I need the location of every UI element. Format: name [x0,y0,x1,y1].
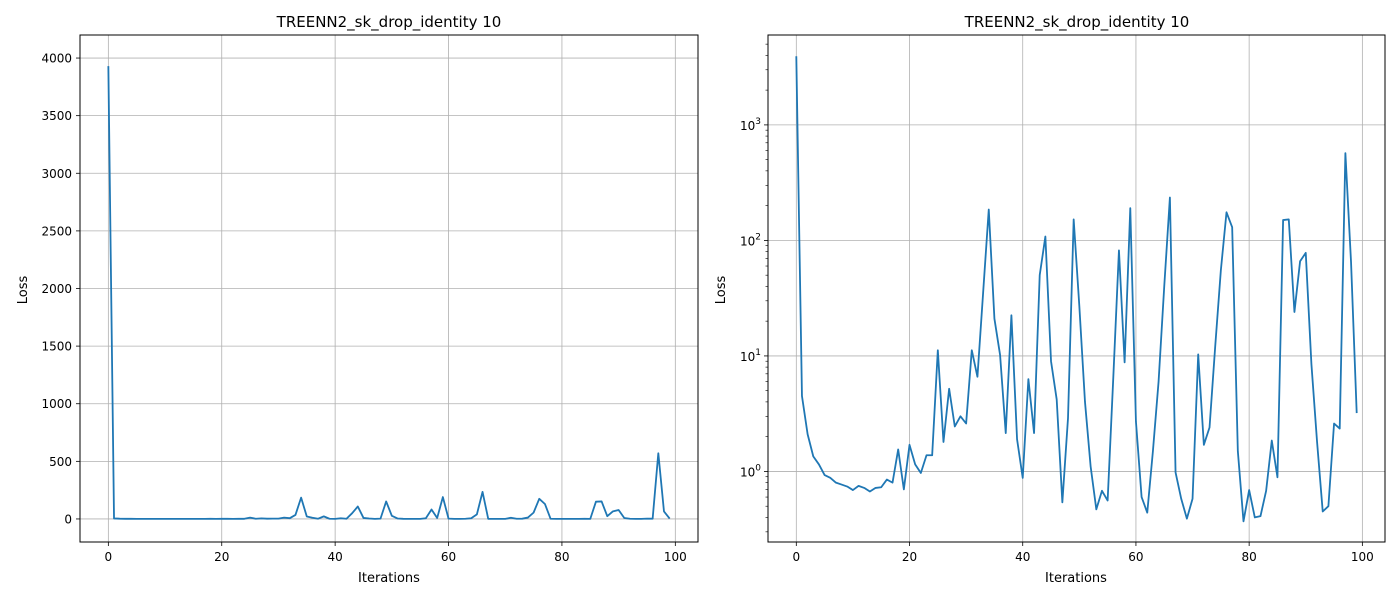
y-tick-label: 103 [740,117,761,133]
y-tick-label: 101 [740,348,761,364]
y-tick-label: 1500 [41,340,72,354]
y-tick-label: 0 [64,512,72,526]
x-tick-label: 0 [105,550,113,564]
y-tick-label: 100 [740,463,761,479]
y-tick-label: 500 [49,455,72,469]
y-tick-label: 3000 [41,167,72,181]
y-axis-label: Loss [16,276,31,305]
x-tick-label: 60 [441,550,456,564]
plot-frame [767,34,1386,543]
linear-loss-chart: TREENN2_sk_drop_identity 10 Iterations L… [16,13,699,586]
loss-series-line [795,56,1358,523]
x-tick-label: 100 [664,550,687,564]
x-tick-label: 40 [327,550,342,564]
y-tick-label: 1000 [41,397,72,411]
y-tick-label: 3500 [41,109,72,123]
x-tick-label: 80 [1242,550,1257,564]
x-axis-label: Iterations [1045,571,1107,586]
chart-title: TREENN2_sk_drop_identity 10 [964,13,1190,32]
y-tick-label: 2500 [41,224,72,238]
y-axis-label: Loss [714,276,729,305]
chart-title: TREENN2_sk_drop_identity 10 [276,13,502,32]
y-tick-label: 4000 [41,52,72,66]
x-tick-label: 40 [1015,550,1030,564]
x-tick-label: 60 [1128,550,1143,564]
x-tick-label: 80 [554,550,569,564]
x-tick-label: 20 [902,550,917,564]
x-axis-label: Iterations [358,571,420,586]
x-tick-label: 20 [214,550,229,564]
log-loss-chart: TREENN2_sk_drop_identity 10 Iterations L… [714,13,1386,586]
x-tick-label: 100 [1351,550,1374,564]
y-tick-label: 2000 [41,282,72,296]
loss-series-line [107,66,671,520]
y-tick-label: 102 [740,232,761,248]
x-tick-label: 0 [792,550,800,564]
